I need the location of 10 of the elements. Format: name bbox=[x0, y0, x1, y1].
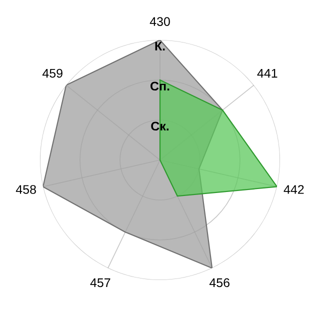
y-tick-label: К. bbox=[155, 42, 165, 50]
spoke-label: 430 bbox=[150, 17, 170, 26]
spoke-label: 456 bbox=[209, 278, 230, 288]
spoke-label: 441 bbox=[257, 68, 278, 78]
spoke-label: 458 bbox=[16, 185, 36, 194]
y-tick-label: Ск. bbox=[151, 122, 169, 131]
spoke-label: 457 bbox=[90, 278, 110, 288]
y-tick-label: Сп. bbox=[150, 82, 170, 91]
spoke-label: 442 bbox=[284, 185, 304, 194]
spoke-label: 459 bbox=[42, 68, 62, 78]
